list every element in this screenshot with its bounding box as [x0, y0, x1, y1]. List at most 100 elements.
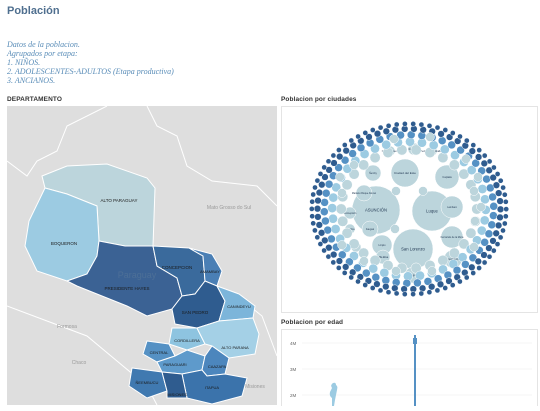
city-bubble[interactable] — [321, 247, 327, 254]
city-bubble[interactable] — [487, 220, 497, 230]
city-bubble[interactable] — [321, 216, 330, 226]
city-bubble[interactable] — [452, 265, 462, 275]
city-bubble[interactable] — [473, 172, 483, 182]
city-bubble[interactable] — [461, 154, 471, 164]
city-bubble[interactable] — [489, 202, 498, 211]
city-bubble[interactable] — [489, 211, 498, 220]
city-bubble[interactable] — [391, 266, 401, 276]
city-bubble[interactable] — [317, 171, 324, 177]
city-bubble[interactable] — [468, 253, 478, 263]
city-bubble[interactable] — [314, 213, 322, 221]
city-bubble[interactable] — [337, 188, 347, 198]
city-bubble[interactable] — [309, 198, 316, 205]
city-bubble[interactable] — [437, 254, 449, 266]
city-bubble[interactable] — [490, 247, 497, 254]
city-bubble[interactable] — [445, 277, 453, 285]
city-bubble[interactable] — [474, 257, 482, 266]
city-bubble[interactable] — [310, 220, 317, 227]
city-bubble[interactable] — [325, 253, 332, 260]
city-bubble[interactable] — [349, 160, 359, 170]
city-bubble[interactable] — [369, 127, 376, 133]
city-bubble[interactable] — [335, 257, 344, 265]
city-bubble[interactable] — [442, 285, 449, 291]
city-bubble[interactable] — [486, 253, 493, 260]
city-bubble[interactable] — [337, 215, 349, 227]
city-bubble[interactable] — [497, 177, 504, 184]
city-bubble[interactable] — [476, 147, 483, 153]
city-bubble[interactable] — [355, 184, 373, 202]
city-bubble[interactable] — [324, 179, 334, 189]
city-bubble[interactable] — [342, 147, 350, 155]
city-bubble[interactable] — [434, 124, 441, 131]
city-bubble[interactable] — [362, 130, 369, 136]
city-bubble[interactable] — [463, 137, 470, 144]
city-bubble[interactable] — [437, 136, 447, 145]
city-bubble[interactable] — [312, 227, 318, 234]
city-bubble[interactable] — [327, 234, 336, 244]
city-bubble[interactable] — [481, 152, 488, 159]
city-bubble[interactable] — [425, 132, 435, 142]
city-bubble[interactable] — [391, 186, 401, 196]
city-bubble[interactable] — [362, 268, 371, 278]
city-bubble[interactable] — [341, 227, 353, 239]
department-neembucu[interactable] — [128, 367, 168, 399]
city-bubble[interactable] — [494, 221, 503, 230]
city-bubble[interactable] — [501, 191, 508, 198]
city-bubble[interactable] — [336, 147, 342, 153]
city-bubble[interactable] — [368, 263, 379, 274]
city-bubble[interactable] — [434, 287, 441, 294]
city-bubble[interactable] — [502, 198, 509, 205]
city-bubble[interactable] — [495, 189, 503, 197]
city-bubble[interactable] — [482, 174, 491, 184]
city-bubble[interactable] — [330, 152, 337, 159]
department-cordillera[interactable] — [168, 327, 206, 351]
city-bubble[interactable] — [410, 291, 416, 297]
city-bubble[interactable] — [393, 121, 400, 128]
city-bubble[interactable] — [479, 215, 490, 226]
city-bubble[interactable] — [500, 227, 506, 234]
city-bubble[interactable] — [320, 198, 329, 207]
city-bubble[interactable] — [362, 282, 369, 288]
city-bubble[interactable] — [377, 124, 384, 131]
city-bubble[interactable] — [494, 241, 501, 247]
city-bubble[interactable] — [314, 177, 321, 184]
department-misiones[interactable] — [161, 371, 188, 399]
city-bubble-chart[interactable]: ASUNCIÓN Luque San Lorenzo Ciudad del Este C… — [281, 106, 538, 313]
city-bubble[interactable] — [330, 259, 337, 266]
city-bubble[interactable] — [317, 241, 324, 247]
city-bubble[interactable] — [337, 240, 347, 250]
city-bubble[interactable] — [489, 237, 497, 245]
city-bubble[interactable] — [382, 282, 390, 291]
city-bubble[interactable] — [440, 225, 464, 249]
city-bubble[interactable] — [440, 195, 464, 219]
city-bubble[interactable] — [334, 163, 343, 172]
city-bubble[interactable] — [496, 213, 504, 222]
city-bubble[interactable] — [389, 134, 399, 144]
city-bubble[interactable] — [308, 206, 315, 212]
city-bubble[interactable] — [402, 121, 408, 127]
city-bubble[interactable] — [461, 260, 470, 269]
city-bubble[interactable] — [369, 152, 381, 164]
city-bubble[interactable] — [355, 278, 361, 285]
city-bubble[interactable] — [489, 173, 497, 182]
city-bubble[interactable] — [341, 270, 348, 276]
city-bubble[interactable] — [391, 126, 400, 134]
city-bubble[interactable] — [335, 203, 347, 215]
city-bubble[interactable] — [503, 206, 510, 212]
city-bubble[interactable] — [450, 150, 460, 160]
city-bubble[interactable] — [320, 207, 329, 216]
city-bubble[interactable] — [463, 274, 470, 281]
city-bubble[interactable] — [385, 289, 392, 296]
city-bubble[interactable] — [437, 152, 449, 164]
city-bubble[interactable] — [442, 127, 449, 133]
city-bubble[interactable] — [390, 224, 400, 234]
city-bubble[interactable] — [361, 220, 379, 238]
city-bubble[interactable] — [328, 213, 338, 224]
city-bubble[interactable] — [485, 166, 493, 174]
city-bubble[interactable] — [457, 278, 463, 285]
city-bubble[interactable] — [310, 191, 317, 198]
city-bubble[interactable] — [480, 251, 488, 259]
city-bubble[interactable] — [466, 165, 477, 175]
city-bubble[interactable] — [437, 130, 445, 138]
city-bubble[interactable] — [461, 142, 469, 150]
